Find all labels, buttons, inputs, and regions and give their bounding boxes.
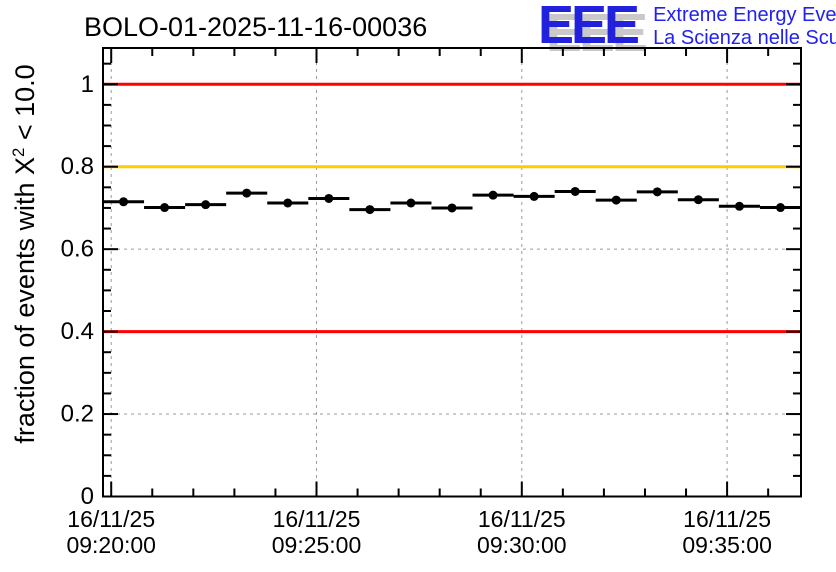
eee-logo-line2: La Scienza nelle Scuole <box>653 27 836 49</box>
data-point <box>652 187 662 197</box>
y-tick-label: 0.8 <box>61 153 94 180</box>
y-tick-label: 0.4 <box>61 318 94 345</box>
data-point <box>734 201 744 211</box>
x-tick-label-time: 09:30:00 <box>477 532 567 558</box>
y-tick-label: 1 <box>81 71 94 98</box>
eee-logo: EEE Extreme Energy Events La Scienza nel… <box>538 0 836 55</box>
data-point <box>529 191 539 201</box>
data-point <box>693 195 703 205</box>
eee-logo-letters: EEE <box>538 0 640 55</box>
data-point <box>160 203 170 213</box>
x-tick-label-date: 16/11/25 <box>683 506 771 532</box>
data-point <box>242 188 252 198</box>
plot-frame <box>102 47 802 498</box>
data-point <box>324 193 334 203</box>
x-tick-label-date: 16/11/25 <box>273 506 361 532</box>
eee-logo-caption: Extreme Energy Events La Scienza nelle S… <box>653 0 836 50</box>
plot-title: BOLO-01-2025-11-16-00036 <box>84 12 428 42</box>
eee-logo-line1: Extreme Energy Events <box>653 4 836 26</box>
data-point <box>365 205 375 215</box>
y-tick-label: 0.6 <box>61 236 94 263</box>
data-point <box>611 195 621 205</box>
x-tick-label-date: 16/11/25 <box>478 506 566 532</box>
x-tick-label-time: 09:25:00 <box>272 532 362 558</box>
data-point <box>283 198 293 208</box>
data-point <box>119 197 129 207</box>
data-point <box>201 200 211 210</box>
x-tick-label-time: 09:35:00 <box>682 532 772 558</box>
data-point <box>488 190 498 200</box>
data-point <box>406 198 416 208</box>
x-tick-label-time: 09:20:00 <box>66 532 156 558</box>
data-point <box>775 203 785 213</box>
y-tick-label: 0.2 <box>61 401 94 428</box>
data-point <box>447 203 457 213</box>
x-tick-label-date: 16/11/25 <box>67 506 155 532</box>
y-tick-label: 0 <box>81 483 94 510</box>
data-point <box>570 186 580 196</box>
